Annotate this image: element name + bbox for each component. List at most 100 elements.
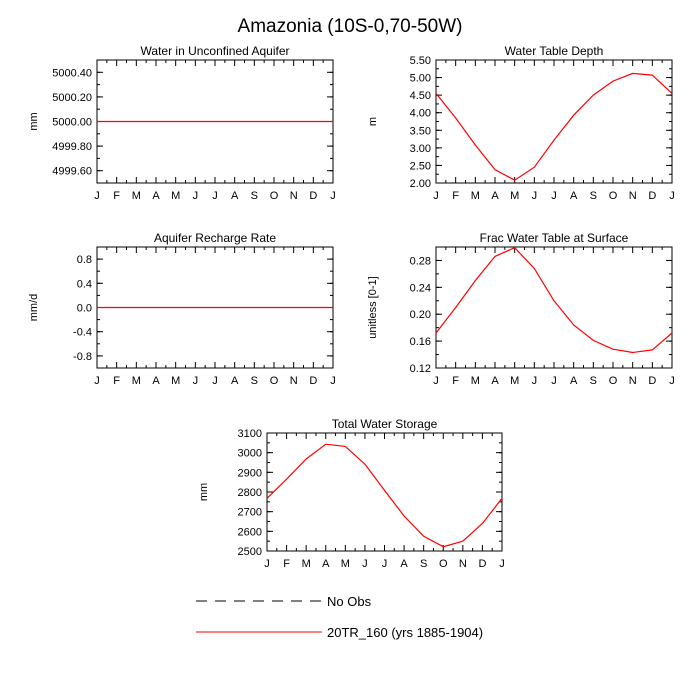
x-tick-label: D [648,375,656,387]
x-tick-label: J [433,375,439,387]
y-tick-label: 3100 [238,428,262,440]
x-tick-label: F [283,558,290,570]
x-tick-label: A [400,558,408,570]
x-tick-label: J [193,375,199,387]
x-tick-label: M [132,375,141,387]
x-tick-label: O [609,375,618,387]
y-tick-label: 0.4 [77,278,92,290]
y-tick-label: 5000.00 [52,117,92,129]
x-tick-label: O [270,190,279,202]
y-tick-label: 4.50 [410,90,431,102]
y-tick-label: 2700 [238,507,262,519]
x-tick-label: J [94,375,100,387]
y-axis-label: mm/d [28,294,40,322]
plot-frame [435,59,673,184]
x-tick-label: S [251,190,258,202]
x-tick-label: N [290,375,298,387]
y-tick-label: -0.4 [73,327,92,339]
x-tick-label: D [478,558,486,570]
y-tick-label: 2900 [238,467,262,479]
y-tick-label: 5000.20 [52,92,92,104]
series-line [435,246,673,354]
x-tick-label: O [609,190,618,202]
x-tick-label: A [152,190,160,202]
x-tick-label: J [212,190,218,202]
x-tick-label: S [590,190,597,202]
figure-title: Amazonia (10S-0,70-50W) [238,16,463,37]
legend-entry: 20TR_160 (yrs 1885-1904) [196,625,483,640]
panel-title: Frac Water Table at Surface [480,231,629,245]
y-tick-label: -0.8 [73,351,92,363]
x-tick-label: A [231,190,239,202]
series-line [266,443,503,548]
x-tick-label: N [459,558,467,570]
x-tick-label: M [510,190,519,202]
x-tick-label: M [171,190,180,202]
y-tick-label: 3.50 [410,125,431,137]
x-tick-label: J [264,558,270,570]
y-tick-label: 2.50 [410,160,431,172]
legend-entry: No Obs [196,594,372,609]
x-tick-label: A [570,190,578,202]
x-tick-label: F [113,190,120,202]
y-tick-label: 5.50 [410,55,431,67]
x-tick-label: J [362,558,368,570]
y-axis-label: m [367,117,379,126]
y-tick-label: 4999.60 [52,166,92,178]
y-tick-label: 2.00 [410,178,431,190]
panel-title: Water Table Depth [505,44,604,58]
x-tick-label: F [113,375,120,387]
x-tick-label: J [499,558,505,570]
legend: No Obs 20TR_160 (yrs 1885-1904) [196,594,483,640]
x-tick-label: N [629,190,637,202]
plot-frame [266,432,503,552]
y-tick-label: 4999.80 [52,141,92,153]
y-tick-label: 0.24 [410,282,431,294]
y-axis-label: unitless [0-1] [367,276,379,338]
x-tick-label: D [648,190,656,202]
x-tick-label: F [452,190,459,202]
y-tick-label: 3000 [238,448,262,460]
y-tick-label: 2800 [238,487,262,499]
legend-label: 20TR_160 (yrs 1885-1904) [327,625,483,640]
x-tick-label: N [629,375,637,387]
y-tick-label: 0.20 [410,309,431,321]
y-tick-label: 5.00 [410,73,431,85]
x-tick-label: J [551,375,557,387]
x-tick-label: J [94,190,100,202]
x-tick-label: J [330,190,336,202]
y-tick-label: 0.0 [77,303,92,315]
y-axis-label: mm [28,112,40,130]
x-tick-label: A [491,375,499,387]
x-tick-label: M [341,558,350,570]
x-tick-label: M [510,375,519,387]
x-tick-label: J [382,558,388,570]
x-tick-label: D [309,190,317,202]
x-tick-label: J [551,190,557,202]
x-tick-label: S [420,558,427,570]
x-tick-label: M [471,190,480,202]
series-line [435,72,673,181]
x-tick-label: A [491,190,499,202]
panel-title: Total Water Storage [332,417,438,431]
y-tick-label: 5000.40 [52,67,92,79]
x-tick-label: M [471,375,480,387]
x-tick-label: J [532,190,538,202]
panel-title: Aquifer Recharge Rate [154,231,276,245]
y-tick-label: 3.00 [410,143,431,155]
x-tick-label: F [452,375,459,387]
x-tick-label: J [330,375,336,387]
x-tick-label: O [270,375,279,387]
x-tick-label: N [290,190,298,202]
x-tick-label: M [302,558,311,570]
x-tick-label: S [590,375,597,387]
x-tick-label: J [669,190,675,202]
y-tick-label: 4.00 [410,108,431,120]
x-tick-label: M [132,190,141,202]
x-tick-label: J [193,190,199,202]
y-tick-label: 0.16 [410,336,431,348]
